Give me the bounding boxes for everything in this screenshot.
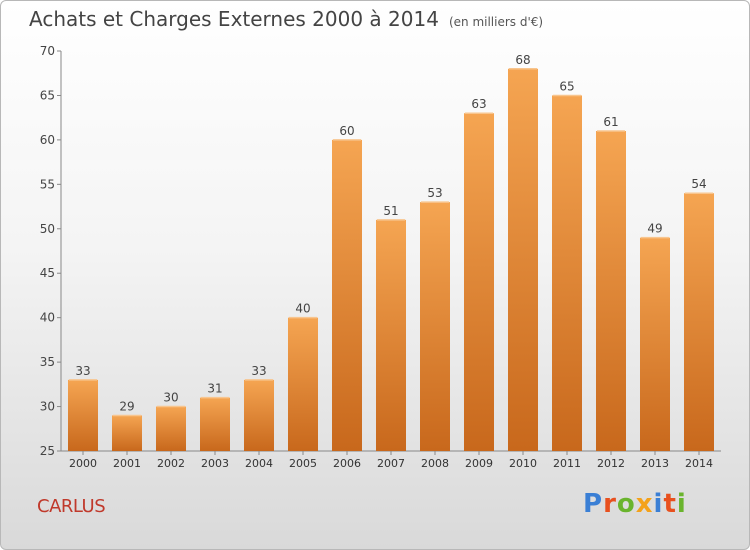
x-tick-label: 2000: [69, 457, 97, 470]
bar: [464, 113, 494, 451]
logo-letter: i: [676, 489, 687, 519]
y-tick-label: 45: [40, 266, 55, 280]
data-label: 33: [75, 364, 90, 378]
data-label: 49: [647, 222, 662, 236]
chart-title: Achats et Charges Externes 2000 à 2014 (e…: [29, 7, 543, 31]
y-tick-label: 65: [40, 88, 55, 102]
y-tick-label: 40: [40, 311, 55, 325]
bar: [156, 406, 186, 451]
x-tick-label: 2004: [245, 457, 273, 470]
data-label: 29: [119, 399, 134, 413]
data-label: 54: [691, 177, 706, 191]
chart-title-text: Achats et Charges Externes 2000 à 2014: [29, 7, 439, 31]
x-tick-label: 2010: [509, 457, 537, 470]
y-tick-label: 30: [40, 400, 55, 414]
data-label: 40: [295, 302, 310, 316]
bar: [508, 68, 538, 452]
x-tick-label: 2011: [553, 457, 581, 470]
x-tick-label: 2009: [465, 457, 493, 470]
x-tick-label: 2001: [113, 457, 141, 470]
data-label: 60: [339, 124, 354, 138]
bar: [112, 415, 142, 451]
logo-letter: o: [616, 489, 636, 519]
bar: [244, 379, 274, 451]
x-tick-label: 2005: [289, 457, 317, 470]
x-tick-label: 2012: [597, 457, 625, 470]
data-label: 65: [559, 79, 574, 93]
logo-letter: i: [653, 489, 664, 519]
bar: [68, 379, 98, 451]
chart-unit: (en milliers d'€): [448, 15, 544, 29]
x-tick-label: 2007: [377, 457, 405, 470]
logo-letter: P: [583, 489, 604, 519]
x-tick-label: 2014: [685, 457, 713, 470]
x-tick-label: 2013: [641, 457, 669, 470]
x-tick-label: 2002: [157, 457, 185, 470]
y-tick-label: 50: [40, 222, 55, 236]
bar: [552, 95, 582, 451]
logo-letter: x: [635, 489, 654, 519]
bar: [420, 202, 450, 451]
y-tick-label: 55: [40, 177, 55, 191]
data-label: 51: [383, 204, 398, 218]
logo-letter: t: [663, 489, 677, 519]
bar: [376, 219, 406, 451]
bar: [332, 139, 362, 451]
logo-letter: r: [603, 489, 617, 519]
data-label: 53: [427, 186, 442, 200]
x-tick-label: 2006: [333, 457, 361, 470]
data-label: 63: [471, 97, 486, 111]
data-label: 68: [515, 53, 530, 67]
data-label: 30: [163, 391, 178, 405]
data-label: 61: [603, 115, 618, 129]
bar: [640, 237, 670, 451]
bar: [596, 131, 626, 451]
x-tick-label: 2008: [421, 457, 449, 470]
y-tick-label: 35: [40, 355, 55, 369]
data-label: 33: [251, 364, 266, 378]
bar: [200, 397, 230, 451]
y-tick-label: 25: [40, 444, 55, 458]
bar: [288, 317, 318, 451]
bar: [684, 193, 714, 451]
place-name: CARLUS: [37, 496, 106, 517]
y-tick-label: 60: [40, 133, 55, 147]
y-tick-label: 70: [40, 44, 55, 58]
x-tick-label: 2003: [201, 457, 229, 470]
proxiti-logo: Proxiti: [583, 489, 687, 519]
data-label: 31: [207, 382, 222, 396]
